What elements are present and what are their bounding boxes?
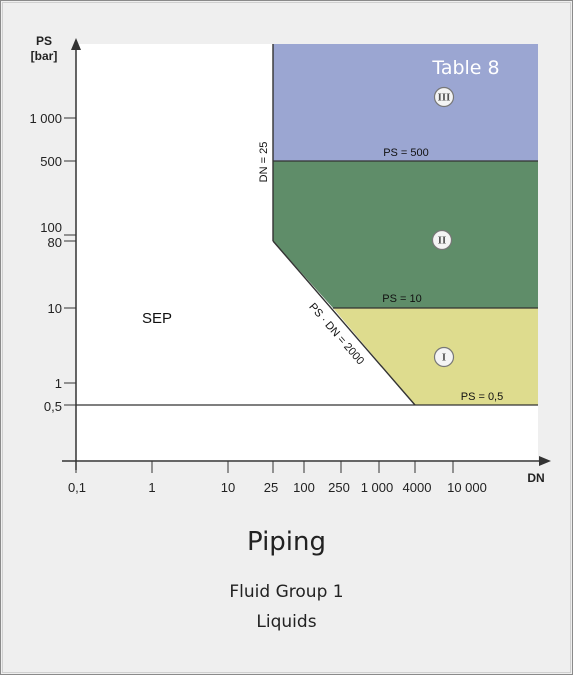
line-ps-dn-2000 [272,240,416,406]
badge-category-2-text: II [438,237,446,247]
x-tick-1: 1 [148,480,155,495]
x-tick-1000: 1 000 [361,480,394,495]
label-ps-05: PS = 0,5 [461,391,504,403]
badge-category-2: II [431,229,453,251]
y-tick-80: 80 [48,235,62,250]
region-category-2 [273,161,538,308]
x-tick-25: 25 [264,480,278,495]
y-tick-10: 10 [48,301,62,316]
caption-fluid-group: Fluid Group 1 [229,582,344,602]
y-tick-1000: 1 000 [29,111,62,126]
x-tick-100: 100 [293,480,315,495]
label-dn-25: DN = 25 [258,142,270,183]
label-sep: SEP [142,310,172,327]
x-tick-10: 10 [221,480,235,495]
y-axis-title-line1: PS [36,34,52,48]
label-ps-10: PS = 10 [382,293,421,305]
x-axis-arrow [539,456,551,466]
caption-fluid-type: Liquids [256,612,317,632]
badge-category-3: III [433,86,455,108]
y-axis-title-line2: [bar] [31,49,58,63]
x-axis-title: DN [527,471,544,485]
x-tick-10000: 10 000 [447,480,487,495]
y-tick-500: 500 [40,154,62,169]
label-ps-500: PS = 500 [383,147,429,159]
badge-category-1: I [433,346,455,368]
badge-category-3-text: III [438,94,451,104]
y-tick-1: 1 [55,376,62,391]
table-label: Table 8 [431,57,499,79]
badge-category-1-text: I [442,354,446,364]
x-tick-01: 0,1 [68,480,86,495]
caption-title: Piping [246,527,327,557]
x-tick-4000: 4000 [403,480,432,495]
y-tick-05: 0,5 [44,399,62,414]
y-tick-100: 100 [40,220,62,235]
y-axis-arrow [71,38,81,50]
y-axis-ticks [64,117,76,406]
region-category-3 [273,44,538,161]
x-tick-250: 250 [328,480,350,495]
x-axis-ticks [75,461,454,473]
